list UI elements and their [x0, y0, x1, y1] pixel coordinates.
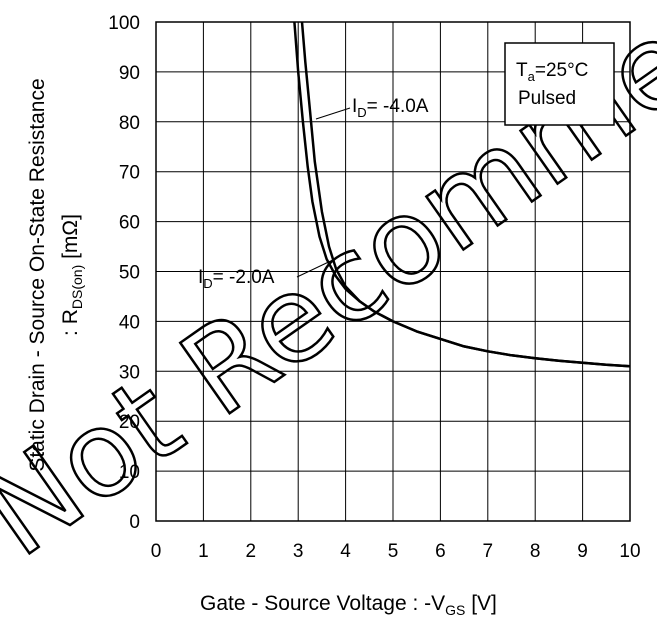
x-tick-label: 6 — [435, 541, 446, 562]
x-tick-label: 3 — [293, 541, 304, 562]
y-tick-label: 0 — [129, 512, 140, 533]
x-tick-label: 7 — [483, 541, 494, 562]
y-tick-label: 60 — [119, 213, 140, 234]
conditions-box — [504, 42, 615, 126]
x-tick-label: 4 — [340, 541, 351, 562]
y-tick-label: 90 — [119, 63, 140, 84]
conditions-temp: Ta=25°C — [516, 60, 588, 84]
y-tick-label: 50 — [119, 263, 140, 284]
y-tick-label: 100 — [108, 13, 140, 34]
y-tick-label: 40 — [119, 312, 140, 333]
y-tick-label: 30 — [119, 362, 140, 383]
y-tick-label: 20 — [119, 412, 140, 433]
x-tick-label: 10 — [619, 541, 640, 562]
x-axis-title: Gate - Source Voltage : -VGS [V] — [200, 592, 497, 618]
x-tick-label: 2 — [246, 541, 257, 562]
series-label-leader-2a — [296, 257, 338, 278]
x-tick-label: 9 — [577, 541, 588, 562]
y-axis-title-line1: Static Drain - Source On-State Resistanc… — [26, 78, 49, 471]
series-label-4a: ID= -4.0A — [352, 96, 429, 120]
series-label-2a: ID= -2.0A — [198, 267, 275, 291]
conditions-mode: Pulsed — [518, 88, 576, 109]
series-lines — [293, 21, 631, 368]
y-axis-title-line2: : RDS(on) [mΩ] — [59, 214, 85, 336]
x-tick-label: 5 — [388, 541, 399, 562]
x-tick-label: 1 — [198, 541, 209, 562]
y-tick-label: 70 — [119, 163, 140, 184]
series-label-leader-4a — [315, 107, 351, 120]
y-tick-labels: 0 10 20 30 40 50 60 70 80 90 100 — [108, 13, 140, 533]
series-line-1 — [293, 21, 631, 368]
y-tick-label: 10 — [119, 462, 140, 483]
x-tick-label: 8 — [530, 541, 541, 562]
x-tick-label: 0 — [151, 541, 162, 562]
x-tick-labels: 0 1 2 3 4 5 6 7 8 9 10 — [151, 541, 641, 562]
y-tick-label: 80 — [119, 113, 140, 134]
plot-frame — [155, 21, 631, 522]
